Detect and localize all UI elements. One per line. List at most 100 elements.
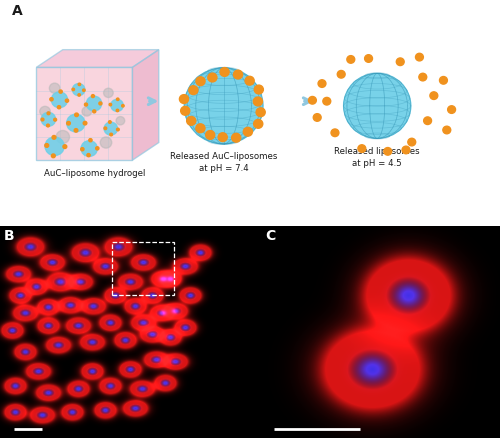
Circle shape (232, 133, 241, 142)
Circle shape (104, 127, 106, 130)
Circle shape (99, 102, 102, 105)
Circle shape (402, 146, 410, 154)
Circle shape (331, 129, 339, 137)
Circle shape (80, 148, 84, 151)
Circle shape (186, 117, 196, 125)
Circle shape (83, 121, 87, 125)
Circle shape (54, 118, 56, 121)
Circle shape (111, 99, 124, 111)
Text: Released liposomes
at pH = 4.5: Released liposomes at pH = 4.5 (334, 147, 420, 167)
Bar (112, 242, 174, 295)
Circle shape (66, 121, 70, 125)
Circle shape (314, 113, 321, 121)
Circle shape (430, 92, 438, 99)
Circle shape (66, 114, 85, 132)
Circle shape (396, 58, 404, 66)
Text: Released AuC–liposomes
at pH = 7.4: Released AuC–liposomes at pH = 7.4 (170, 152, 278, 173)
Circle shape (440, 77, 448, 84)
Circle shape (40, 106, 50, 117)
Circle shape (206, 131, 215, 139)
Circle shape (116, 128, 119, 131)
Circle shape (180, 95, 188, 103)
Circle shape (81, 141, 98, 156)
Circle shape (208, 73, 217, 82)
Circle shape (408, 138, 416, 146)
Circle shape (116, 98, 119, 100)
Circle shape (86, 96, 102, 111)
Circle shape (78, 94, 80, 96)
Circle shape (384, 148, 392, 155)
Text: C: C (265, 230, 275, 244)
Circle shape (443, 126, 450, 134)
Circle shape (318, 80, 326, 87)
Polygon shape (132, 49, 159, 160)
Circle shape (58, 106, 60, 109)
Circle shape (218, 133, 228, 141)
Circle shape (72, 88, 74, 91)
Circle shape (104, 122, 118, 135)
Circle shape (180, 106, 190, 115)
Circle shape (92, 95, 94, 98)
Circle shape (96, 147, 99, 150)
Circle shape (338, 71, 345, 78)
Circle shape (74, 113, 78, 117)
Circle shape (82, 107, 92, 116)
Circle shape (87, 154, 90, 157)
Circle shape (59, 90, 62, 93)
Circle shape (448, 106, 456, 113)
Circle shape (234, 70, 242, 79)
Circle shape (84, 103, 87, 106)
Polygon shape (36, 49, 159, 67)
Circle shape (358, 145, 366, 152)
Circle shape (52, 154, 55, 158)
Circle shape (344, 73, 411, 138)
Circle shape (56, 131, 70, 144)
Circle shape (63, 145, 67, 148)
Circle shape (50, 98, 53, 101)
Circle shape (254, 85, 264, 94)
Circle shape (308, 96, 316, 104)
Circle shape (196, 77, 205, 85)
Circle shape (424, 117, 432, 124)
Circle shape (196, 124, 205, 133)
Circle shape (92, 110, 96, 113)
Circle shape (220, 67, 229, 76)
Circle shape (122, 105, 124, 107)
Circle shape (416, 53, 424, 61)
Circle shape (184, 68, 263, 144)
Circle shape (100, 137, 112, 148)
Circle shape (323, 97, 330, 105)
Circle shape (45, 137, 64, 155)
Circle shape (116, 109, 118, 112)
Circle shape (116, 117, 124, 125)
Circle shape (52, 92, 68, 108)
Circle shape (254, 120, 263, 128)
Circle shape (41, 113, 56, 126)
Circle shape (244, 127, 252, 136)
Circle shape (89, 138, 92, 142)
Text: AuC–liposome hydrogel: AuC–liposome hydrogel (44, 169, 146, 177)
Text: A: A (12, 4, 23, 18)
Circle shape (347, 56, 354, 63)
Circle shape (108, 121, 111, 124)
Circle shape (72, 84, 85, 95)
Circle shape (256, 108, 265, 117)
Circle shape (104, 88, 113, 98)
Circle shape (66, 99, 68, 102)
Circle shape (47, 112, 50, 115)
Circle shape (109, 103, 112, 106)
Circle shape (245, 76, 254, 85)
Text: B: B (4, 230, 14, 244)
Circle shape (50, 83, 60, 93)
Circle shape (419, 73, 426, 81)
Circle shape (74, 129, 78, 132)
Circle shape (189, 86, 198, 95)
Circle shape (41, 118, 44, 121)
Circle shape (46, 124, 50, 127)
Circle shape (110, 133, 112, 136)
Circle shape (45, 144, 48, 147)
Circle shape (254, 97, 262, 106)
Circle shape (52, 135, 56, 139)
Circle shape (364, 55, 372, 62)
Polygon shape (36, 67, 132, 160)
